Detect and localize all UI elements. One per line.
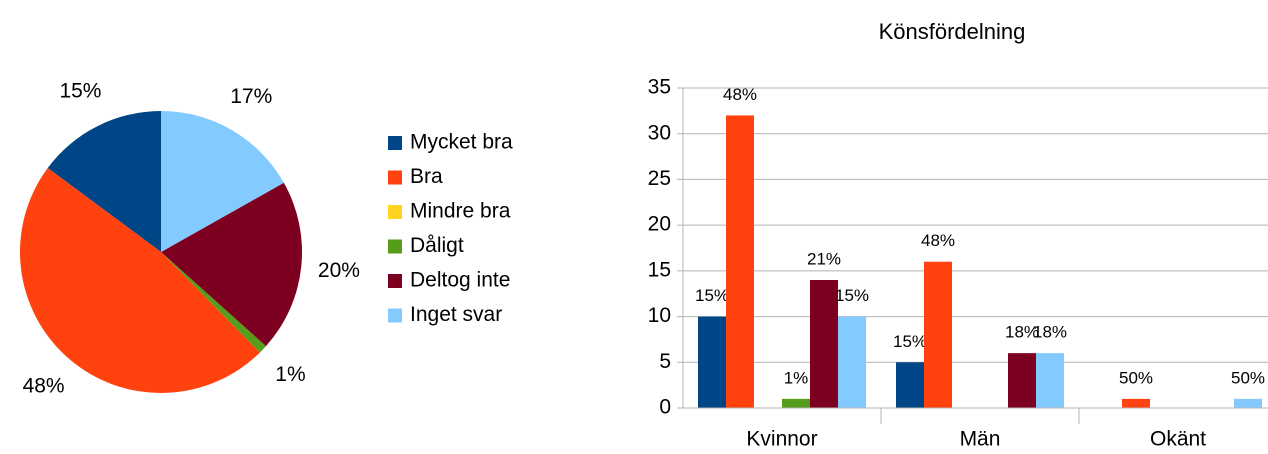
- y-tick-label: 30: [648, 121, 671, 144]
- data-label: 1%: [784, 368, 809, 387]
- legend-label: Deltog inte: [410, 269, 510, 292]
- legend-label: Bra: [410, 165, 443, 188]
- data-label: 48%: [921, 231, 955, 250]
- y-tick-label: 10: [648, 304, 671, 327]
- pie-slice: [161, 182, 303, 347]
- legend-swatch: [388, 274, 402, 288]
- data-label: 15%: [893, 332, 927, 351]
- x-tick-label: Kvinnor: [746, 428, 817, 451]
- y-tick-label: 25: [648, 167, 671, 190]
- bar: [1234, 398, 1262, 408]
- data-label: 18%: [1033, 323, 1067, 342]
- chart-title: Könsfördelning: [879, 19, 1026, 44]
- legend-swatch: [388, 170, 402, 185]
- bar: [698, 316, 726, 408]
- y-tick-label: 15: [648, 258, 671, 281]
- data-label: 15%: [59, 80, 101, 103]
- legend-swatch: [388, 136, 402, 150]
- bar: [1008, 353, 1036, 408]
- pie-slice: [47, 111, 162, 252]
- bar: [782, 398, 810, 408]
- bar: [838, 316, 866, 408]
- data-label: 48%: [23, 375, 65, 398]
- x-tick-label: Okänt: [1150, 428, 1206, 451]
- legend-swatch: [388, 205, 402, 219]
- data-label: 1%: [275, 363, 305, 386]
- bar: [924, 261, 952, 408]
- bar: [1122, 398, 1150, 408]
- y-tick-label: 20: [648, 213, 671, 236]
- data-label: 18%: [1005, 323, 1039, 342]
- data-label: 21%: [807, 249, 841, 268]
- data-label: 20%: [318, 259, 360, 282]
- data-label: 50%: [1119, 368, 1153, 387]
- legend-swatch: [388, 308, 402, 323]
- data-label: 15%: [695, 286, 729, 305]
- pie-slice: [20, 168, 260, 393]
- legend-label: Inget svar: [410, 303, 502, 326]
- pie-slice: [161, 111, 284, 252]
- bar: [1036, 353, 1064, 408]
- data-label: 15%: [835, 286, 869, 305]
- legend-label: Dåligt: [410, 234, 464, 257]
- data-label: 17%: [230, 85, 272, 108]
- bar: [896, 362, 924, 408]
- data-label: 50%: [1231, 368, 1265, 387]
- x-tick-label: Män: [960, 428, 1001, 451]
- data-label: 48%: [723, 85, 757, 104]
- y-tick-label: 35: [648, 76, 671, 99]
- legend-label: Mycket bra: [410, 131, 513, 154]
- y-tick-label: 0: [659, 396, 671, 419]
- bar: [726, 115, 754, 408]
- y-tick-label: 5: [659, 350, 671, 373]
- legend-swatch: [388, 239, 402, 254]
- bar: [810, 280, 838, 408]
- legend-label: Mindre bra: [410, 200, 511, 223]
- pie-slice: [161, 252, 266, 353]
